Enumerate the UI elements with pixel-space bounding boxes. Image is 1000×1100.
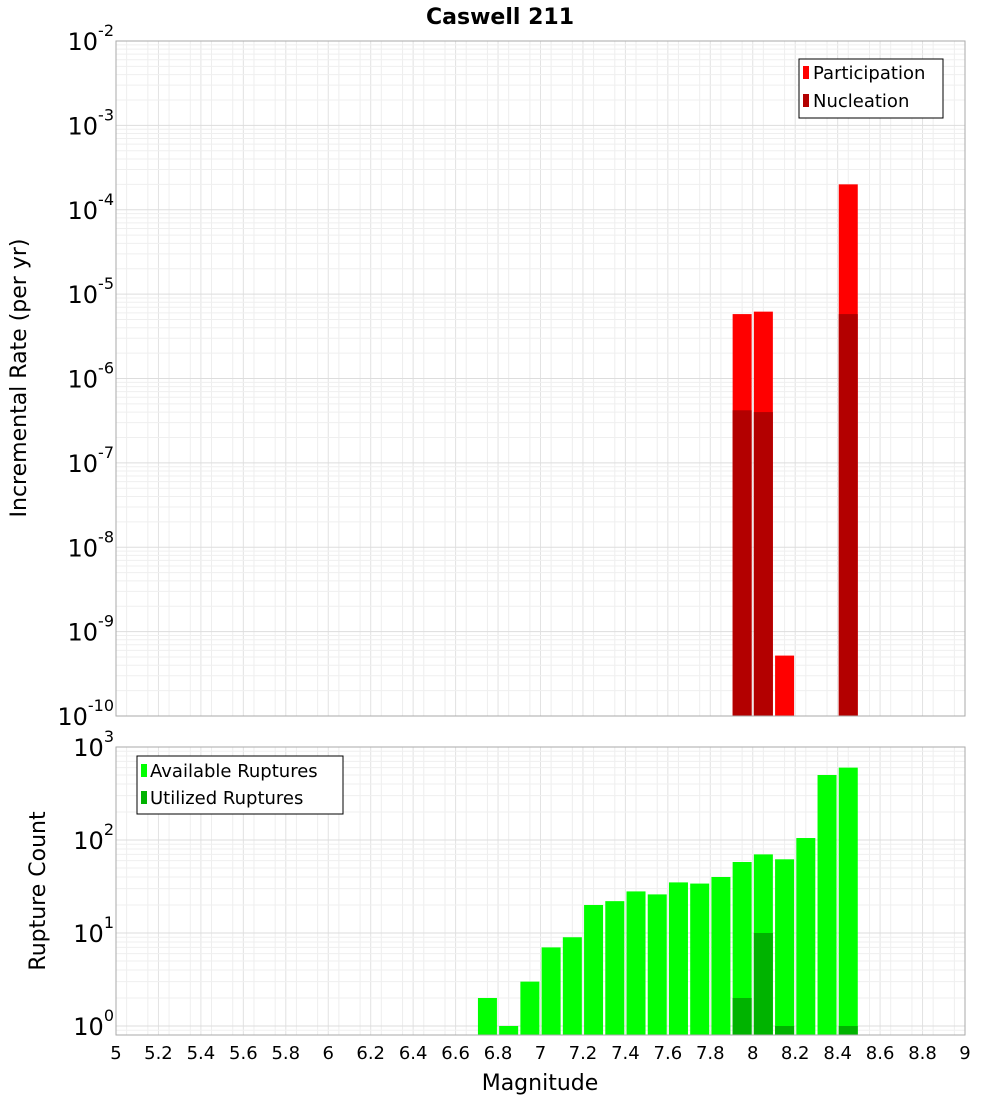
participation-legend-label: Participation xyxy=(813,63,925,84)
magnitude-tick-label: 5 xyxy=(110,1043,121,1064)
participation-bar xyxy=(775,655,795,716)
rate-y-tick-label: 10-2 xyxy=(68,21,115,56)
available-ruptures-bar xyxy=(668,882,688,1035)
available-ruptures-bar xyxy=(626,891,646,1035)
rate-y-tick-label: 10-5 xyxy=(68,274,115,309)
available-ruptures-bar xyxy=(541,947,561,1035)
magnitude-tick-label: 7.2 xyxy=(569,1043,598,1064)
x-axis-label: Magnitude xyxy=(482,1071,599,1096)
rate-y-ticks: 10-10 10-9 10-8 10-7 10-6 10-5 10-4 10-3 10-2 xyxy=(57,21,114,731)
count-y-tick-label: 103 xyxy=(73,727,114,762)
nucleation-legend-label: Nucleation xyxy=(813,91,909,112)
magnitude-tick-label: 6.8 xyxy=(484,1043,513,1064)
magnitude-tick-label: 8.2 xyxy=(781,1043,810,1064)
magnitude-tick-label: 6.2 xyxy=(356,1043,385,1064)
available-legend-label: Available Ruptures xyxy=(150,761,318,782)
rate-bars xyxy=(732,184,858,717)
rate-y-tick-label: 10-6 xyxy=(68,359,115,394)
magnitude-tick-label: 7.6 xyxy=(654,1043,683,1064)
utilized-legend-swatch xyxy=(141,791,147,804)
rate-panel: 10-10 10-9 10-8 10-7 10-6 10-5 10-4 10-3 10-2 In… xyxy=(7,21,966,731)
count-panel: 100 101 102 103 5 5.2 5.4 5.6 5.8 6 6.2 6.4 6.6 6.8 7… xyxy=(26,727,971,1096)
rate-y-tick-label: 10-9 xyxy=(68,612,115,647)
magnitude-tick-label: 6.6 xyxy=(441,1043,470,1064)
magnitude-tick-label: 5.8 xyxy=(271,1043,300,1064)
chart-title: Caswell 211 xyxy=(426,5,574,30)
count-y-tick-label: 100 xyxy=(73,1006,114,1041)
magnitude-tick-label: 5.6 xyxy=(229,1043,258,1064)
magnitude-tick-label: 5.2 xyxy=(144,1043,173,1064)
magnitude-tick-label: 7 xyxy=(535,1043,546,1064)
magnitude-tick-label: 8.6 xyxy=(866,1043,895,1064)
rate-grid xyxy=(115,40,966,717)
available-ruptures-bar xyxy=(690,883,710,1035)
available-ruptures-bar xyxy=(499,1025,519,1035)
magnitude-tick-label: 9 xyxy=(959,1043,970,1064)
utilized-ruptures-bar xyxy=(753,932,773,1035)
rate-y-tick-label: 10-10 xyxy=(57,696,114,731)
rate-y-tick-label: 10-7 xyxy=(68,443,115,478)
count-y-ticks: 100 101 102 103 xyxy=(73,727,114,1041)
available-ruptures-bar xyxy=(838,767,858,1035)
rate-y-tick-label: 10-4 xyxy=(68,190,115,225)
participation-legend-swatch xyxy=(803,66,809,79)
nucleation-bar xyxy=(753,412,773,716)
magnitude-tick-label: 6 xyxy=(323,1043,334,1064)
utilized-ruptures-bar xyxy=(838,1025,858,1035)
nucleation-legend-swatch xyxy=(803,94,809,107)
utilized-ruptures-bar xyxy=(732,997,752,1035)
magnitude-x-ticks: 5 5.2 5.4 5.6 5.8 6 6.2 6.4 6.6 6.8 7 7.2 7.4 7.6 7.8 8… xyxy=(110,1043,970,1064)
rate-y-axis-label: Incremental Rate (per yr) xyxy=(7,239,32,518)
magnitude-tick-label: 7.8 xyxy=(696,1043,725,1064)
magnitude-tick-label: 5.4 xyxy=(187,1043,216,1064)
rate-legend-box xyxy=(798,58,944,119)
available-ruptures-bar xyxy=(796,838,816,1035)
available-ruptures-bar xyxy=(562,937,582,1035)
count-y-axis-label: Rupture Count xyxy=(26,811,51,971)
available-ruptures-bar xyxy=(584,904,604,1035)
available-ruptures-bar xyxy=(477,997,497,1035)
magnitude-tick-label: 8 xyxy=(747,1043,758,1064)
count-legend-box xyxy=(136,755,344,815)
rate-y-tick-label: 10-8 xyxy=(68,527,115,562)
utilized-legend-label: Utilized Ruptures xyxy=(150,788,303,809)
available-ruptures-bar xyxy=(647,894,667,1035)
nucleation-bar xyxy=(732,410,752,716)
count-plot-border xyxy=(115,746,966,1036)
magnitude-tick-label: 6.4 xyxy=(399,1043,428,1064)
magnitude-tick-label: 8.4 xyxy=(823,1043,852,1064)
rate-legend: Participation Nucleation xyxy=(798,58,944,119)
available-legend-swatch xyxy=(141,764,147,777)
available-ruptures-bar xyxy=(711,877,731,1035)
available-ruptures-bar xyxy=(520,981,540,1035)
available-ruptures-bar xyxy=(775,859,795,1035)
count-legend: Available Ruptures Utilized Ruptures xyxy=(136,755,344,815)
utilized-ruptures-bar xyxy=(775,1025,795,1035)
nucleation-bar xyxy=(838,314,858,716)
rate-plot-border xyxy=(115,40,966,717)
available-ruptures-bar xyxy=(817,774,837,1035)
available-ruptures-bar xyxy=(605,901,625,1035)
magnitude-tick-label: 7.4 xyxy=(611,1043,640,1064)
count-y-tick-label: 102 xyxy=(73,820,114,855)
count-y-tick-label: 101 xyxy=(73,913,114,948)
rate-y-tick-label: 10-3 xyxy=(68,105,115,140)
count-bars xyxy=(477,767,858,1035)
magnitude-tick-label: 8.8 xyxy=(908,1043,937,1064)
available-ruptures-bar xyxy=(732,861,752,1035)
